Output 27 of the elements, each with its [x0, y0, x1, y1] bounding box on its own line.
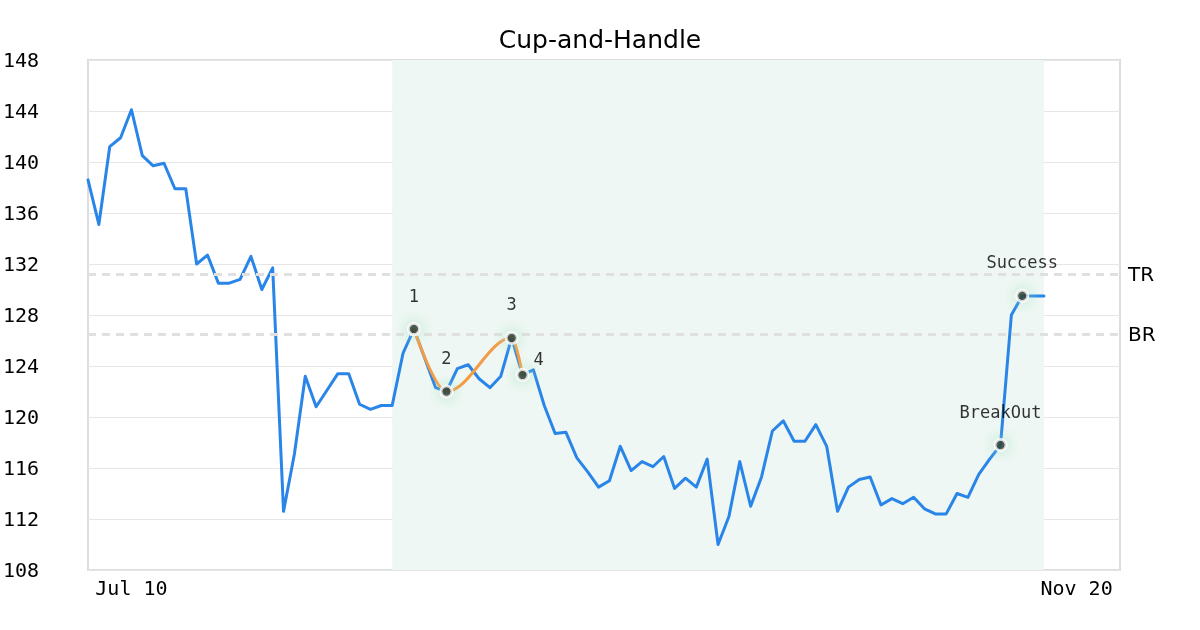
x-tick-label: Nov 20 [1040, 576, 1113, 600]
y-tick-label: 136 [3, 201, 40, 225]
y-tick-label: 128 [3, 303, 40, 327]
point [439, 384, 454, 399]
annotation: 4 [533, 348, 544, 369]
y-tick-label: 124 [3, 354, 40, 378]
ref-line-label: BR [1128, 322, 1156, 347]
y-tick-label: 144 [3, 99, 40, 123]
annotation: 2 [441, 348, 452, 368]
annotation: 3 [506, 294, 517, 315]
y-tick-label: 148 [3, 48, 40, 72]
point [406, 322, 421, 337]
point [993, 438, 1008, 453]
y-tick-label: 120 [3, 405, 40, 429]
chart-title: Cup-and-Handle [498, 25, 702, 54]
y-tick-label: 112 [3, 507, 40, 531]
point [515, 367, 530, 382]
annotation: Success [986, 252, 1059, 273]
y-tick-label: 108 [3, 558, 40, 582]
y-tick-label: 140 [3, 150, 40, 174]
y-tick-label: 116 [3, 456, 40, 480]
annotation: 1 [408, 285, 420, 306]
point [504, 330, 519, 345]
point [1015, 288, 1030, 303]
ref-line-label: TR [1127, 262, 1155, 287]
y-tick-label: 132 [3, 252, 40, 276]
x-tick-label: Jul 10 [95, 576, 168, 600]
